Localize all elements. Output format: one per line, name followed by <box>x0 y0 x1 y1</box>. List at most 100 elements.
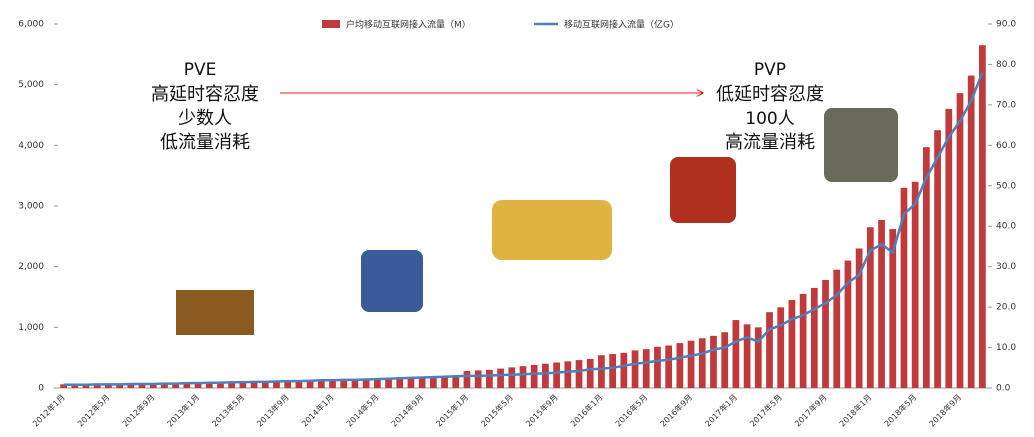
bar <box>306 380 314 388</box>
bar <box>93 383 101 388</box>
bar <box>239 381 247 388</box>
bar <box>687 340 695 388</box>
bar <box>564 361 572 388</box>
annotation: PVE <box>184 60 217 80</box>
bar <box>945 108 953 388</box>
bar <box>676 343 684 388</box>
x-tick-label: 2014年9月 <box>389 392 425 428</box>
bar <box>665 345 673 388</box>
bar <box>911 181 919 388</box>
bar <box>979 45 986 388</box>
bar <box>149 383 157 388</box>
annotation: 高流量消耗 <box>725 132 815 153</box>
bar <box>609 354 616 388</box>
bar <box>217 382 224 388</box>
legend-label: 户均移动互联网接入流量（M） <box>346 19 471 31</box>
annotation: 高延时容忍度 <box>151 84 259 105</box>
y2-tick-label: 30.0 <box>996 262 1016 272</box>
game-icon <box>176 290 254 335</box>
bar <box>418 377 426 388</box>
bar <box>833 269 841 388</box>
annotation: PVP <box>754 60 786 80</box>
y2-tick-label: 60.0 <box>996 141 1016 151</box>
x-tick-label: 2017年1月 <box>703 392 739 428</box>
bar <box>710 335 717 388</box>
x-tick-label: 2018年5月 <box>882 392 918 428</box>
y2-tick-label: 40.0 <box>996 222 1016 232</box>
x-tick-label: 2018年1月 <box>837 392 873 428</box>
bar <box>228 381 236 388</box>
x-tick-label: 2017年5月 <box>748 392 784 428</box>
bar <box>642 349 650 388</box>
bar <box>620 352 628 388</box>
game-icon <box>361 250 423 312</box>
y2-tick-label: 10.0 <box>996 343 1016 353</box>
bar <box>900 187 908 388</box>
y2-tick-label: 80.0 <box>996 60 1016 70</box>
bar <box>116 383 123 388</box>
x-tick-label: 2013年5月 <box>210 392 246 428</box>
x-tick-label: 2014年1月 <box>299 392 335 428</box>
bar <box>441 376 448 388</box>
y-tick-label: 4,000 <box>18 141 44 151</box>
bar <box>362 378 370 388</box>
bar <box>273 380 280 388</box>
bar <box>810 287 818 388</box>
bar <box>172 383 180 388</box>
x-tick-label: 2012年1月 <box>30 392 66 428</box>
bar <box>138 383 146 388</box>
bar <box>250 381 258 388</box>
bar <box>777 307 785 388</box>
bar <box>486 369 493 388</box>
y-tick-label: 3,000 <box>18 202 44 212</box>
bar <box>866 227 874 388</box>
bar <box>732 320 740 388</box>
bar <box>205 382 213 388</box>
bar <box>463 371 471 388</box>
bar <box>329 379 336 388</box>
bar <box>474 370 482 388</box>
x-tick-label: 2015年5月 <box>479 392 515 428</box>
bar <box>373 378 381 388</box>
bar <box>923 147 930 388</box>
y2-tick-label: 20.0 <box>996 303 1016 313</box>
bar <box>799 293 807 388</box>
bar <box>82 384 90 388</box>
bar <box>598 355 605 388</box>
bar <box>586 358 594 388</box>
bar <box>261 381 269 388</box>
bar <box>855 248 863 388</box>
bar <box>317 379 325 388</box>
bar <box>822 280 829 388</box>
bar <box>194 382 202 388</box>
bar <box>788 300 796 388</box>
bar <box>351 379 359 388</box>
y-tick-label: 2,000 <box>18 262 44 272</box>
x-tick-label: 2016年5月 <box>613 392 649 428</box>
annotation: 少数人 <box>178 108 232 129</box>
x-tick-label: 2013年1月 <box>165 392 201 428</box>
y2-tick-label: 70.0 <box>996 100 1016 110</box>
bar <box>385 378 392 388</box>
bar <box>878 219 885 388</box>
bar <box>743 324 751 388</box>
bar <box>530 364 538 388</box>
bar <box>889 229 897 388</box>
game-icon <box>824 108 898 182</box>
legend-swatch <box>322 20 340 28</box>
y2-tick-label: 90.0 <box>996 20 1016 30</box>
bar <box>407 377 415 388</box>
bar <box>631 350 639 388</box>
x-tick-label: 2016年9月 <box>658 392 694 428</box>
x-tick-label: 2015年1月 <box>434 392 470 428</box>
bar <box>71 384 79 388</box>
bar <box>295 380 303 388</box>
line <box>63 72 984 387</box>
bar <box>396 377 404 388</box>
annotation: 100人 <box>745 109 794 129</box>
bar <box>105 383 112 388</box>
x-tick-label: 2014年5月 <box>344 392 380 428</box>
y-tick-label: 0 <box>38 384 44 394</box>
bar <box>497 368 504 388</box>
